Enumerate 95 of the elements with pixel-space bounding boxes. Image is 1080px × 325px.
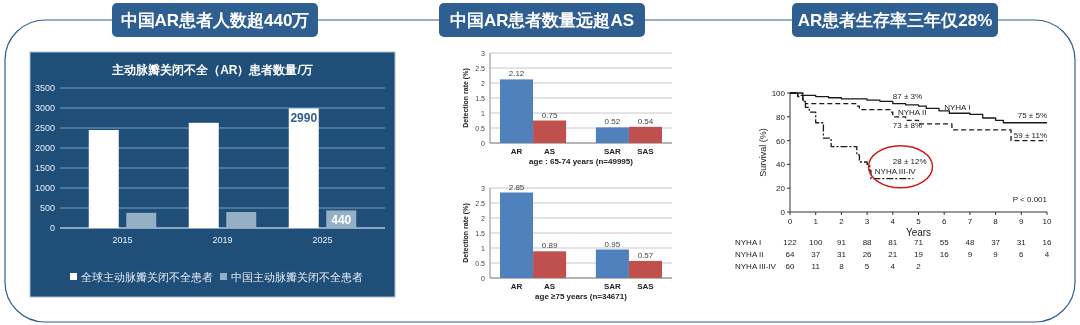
- data-label: 60: [785, 262, 795, 271]
- x-tick-label: 10: [1042, 217, 1052, 226]
- x-axis-title: age : 65-74 years (n=49995): [529, 157, 634, 166]
- annotation: 59 ± 11%: [1013, 130, 1047, 140]
- y-tick-label: 60: [776, 136, 786, 146]
- data-label: 0.52: [604, 117, 621, 127]
- y-tick-label: NYHA I: [735, 238, 762, 247]
- y-tick-label: 80: [776, 112, 786, 122]
- data-label: 19: [914, 250, 924, 259]
- y-tick-label: NYHA II: [735, 250, 764, 259]
- chart-title: 主动脉瓣关闭不全（AR）患者数量/万: [111, 63, 313, 77]
- data-label: 37: [991, 238, 1001, 247]
- x-tick-label: SAS: [637, 147, 655, 156]
- data-label: 88: [862, 238, 873, 247]
- chart-subtitle: 中国AR患者数量远超AS: [449, 11, 635, 30]
- annotation: P < 0.001: [1012, 195, 1048, 205]
- data-label: 9: [967, 250, 973, 259]
- data-label: 5: [864, 262, 870, 271]
- x-tick-label: 2025: [312, 235, 333, 245]
- y-tick-label: 1500: [34, 163, 55, 173]
- y-tick-label: 3500: [34, 83, 55, 93]
- y-tick-label: 100: [771, 89, 786, 98]
- y-tick-label: 20: [776, 184, 786, 194]
- y-tick-label: 0: [780, 208, 786, 217]
- chart-subtitle: AR患者生存率三年仅28%: [797, 11, 993, 30]
- chart-subtitle: 中国AR患者人数超440万: [120, 11, 310, 30]
- x-tick-label: SAR: [603, 147, 622, 156]
- x-tick-label: 0: [787, 217, 793, 226]
- x-tick-label: AS: [544, 282, 556, 291]
- data-label: 48: [965, 238, 975, 247]
- series-label: NYHA III-IV: [874, 166, 917, 176]
- y-tick-label: NYHA III-IV: [735, 262, 777, 271]
- data-label: 31: [836, 250, 847, 259]
- data-label: 2990: [290, 111, 318, 126]
- data-label: 64: [785, 250, 795, 259]
- annotation: 73 ± 8%: [892, 120, 923, 130]
- x-tick-label: 6: [941, 217, 947, 226]
- data-label: 71: [914, 238, 924, 247]
- data-label: 2.12: [508, 69, 525, 79]
- x-tick-label: SAR: [603, 282, 622, 291]
- data-label: 0.57: [637, 250, 654, 260]
- x-tick-label: 1: [813, 217, 819, 226]
- x-tick-label: 3: [864, 217, 870, 226]
- data-label: 100: [809, 238, 823, 247]
- legend-label: 中国主动脉瓣关闭不全患者: [231, 271, 363, 283]
- data-label: 11: [811, 262, 821, 271]
- data-label: 26: [862, 250, 873, 259]
- x-axis-title: Years: [905, 227, 932, 238]
- x-tick-label: 2015: [112, 235, 133, 245]
- data-label: 6: [1019, 250, 1025, 259]
- data-label: 0.75: [541, 110, 558, 120]
- x-tick-label: AR: [510, 282, 523, 291]
- data-label: 16: [1042, 238, 1052, 247]
- data-label: 0.89: [541, 241, 558, 251]
- data-label: 9: [993, 250, 999, 259]
- data-label: 440: [331, 213, 352, 228]
- data-label: 55: [939, 238, 950, 247]
- annotation: 75 ± 5%: [1017, 110, 1047, 120]
- x-axis-title: age ≥75 years (n=34671): [535, 292, 628, 301]
- y-tick-label: 40: [776, 160, 786, 170]
- series-label: NYHA I: [944, 102, 971, 112]
- y-tick-label: 2500: [34, 123, 55, 133]
- data-label: 4: [1044, 250, 1050, 259]
- x-tick-label: 5: [916, 217, 922, 226]
- legend-label: 全球主动脉瓣关闭不全患者: [81, 271, 213, 283]
- data-label: 122: [783, 238, 798, 247]
- data-label: 37: [811, 250, 821, 259]
- data-label: 81: [888, 238, 898, 247]
- y-tick-label: 1000: [34, 183, 55, 193]
- x-tick-label: 2019: [212, 235, 233, 245]
- data-label: 2.85: [508, 182, 525, 192]
- x-tick-label: 9: [1019, 217, 1025, 226]
- x-tick-label: 4: [890, 217, 896, 226]
- data-label: 16: [939, 250, 950, 259]
- data-label: 0.95: [604, 239, 621, 249]
- x-tick-label: AS: [544, 147, 556, 156]
- x-tick-label: AR: [510, 147, 523, 156]
- data-label: 8: [839, 262, 845, 271]
- y-tick-label: 500: [39, 203, 55, 213]
- annotation: 28 ± 12%: [892, 157, 927, 167]
- annotation: 87 ± 3%: [892, 91, 923, 101]
- y-axis-title: Survival (%): [758, 128, 768, 177]
- data-label: 4: [890, 262, 896, 271]
- data-label: 91: [836, 238, 847, 247]
- data-label: 0.54: [637, 116, 654, 126]
- series-label: NYHA II: [897, 108, 927, 118]
- x-tick-label: SAS: [637, 282, 655, 291]
- y-tick-label: 2000: [34, 143, 55, 153]
- x-tick-label: 7: [967, 217, 973, 226]
- data-label: 31: [1016, 238, 1027, 247]
- x-tick-label: 2: [839, 217, 845, 226]
- y-tick-label: 3000: [34, 103, 55, 113]
- data-label: 2: [916, 262, 922, 271]
- x-tick-label: 8: [993, 217, 999, 226]
- data-label: 21: [888, 250, 898, 259]
